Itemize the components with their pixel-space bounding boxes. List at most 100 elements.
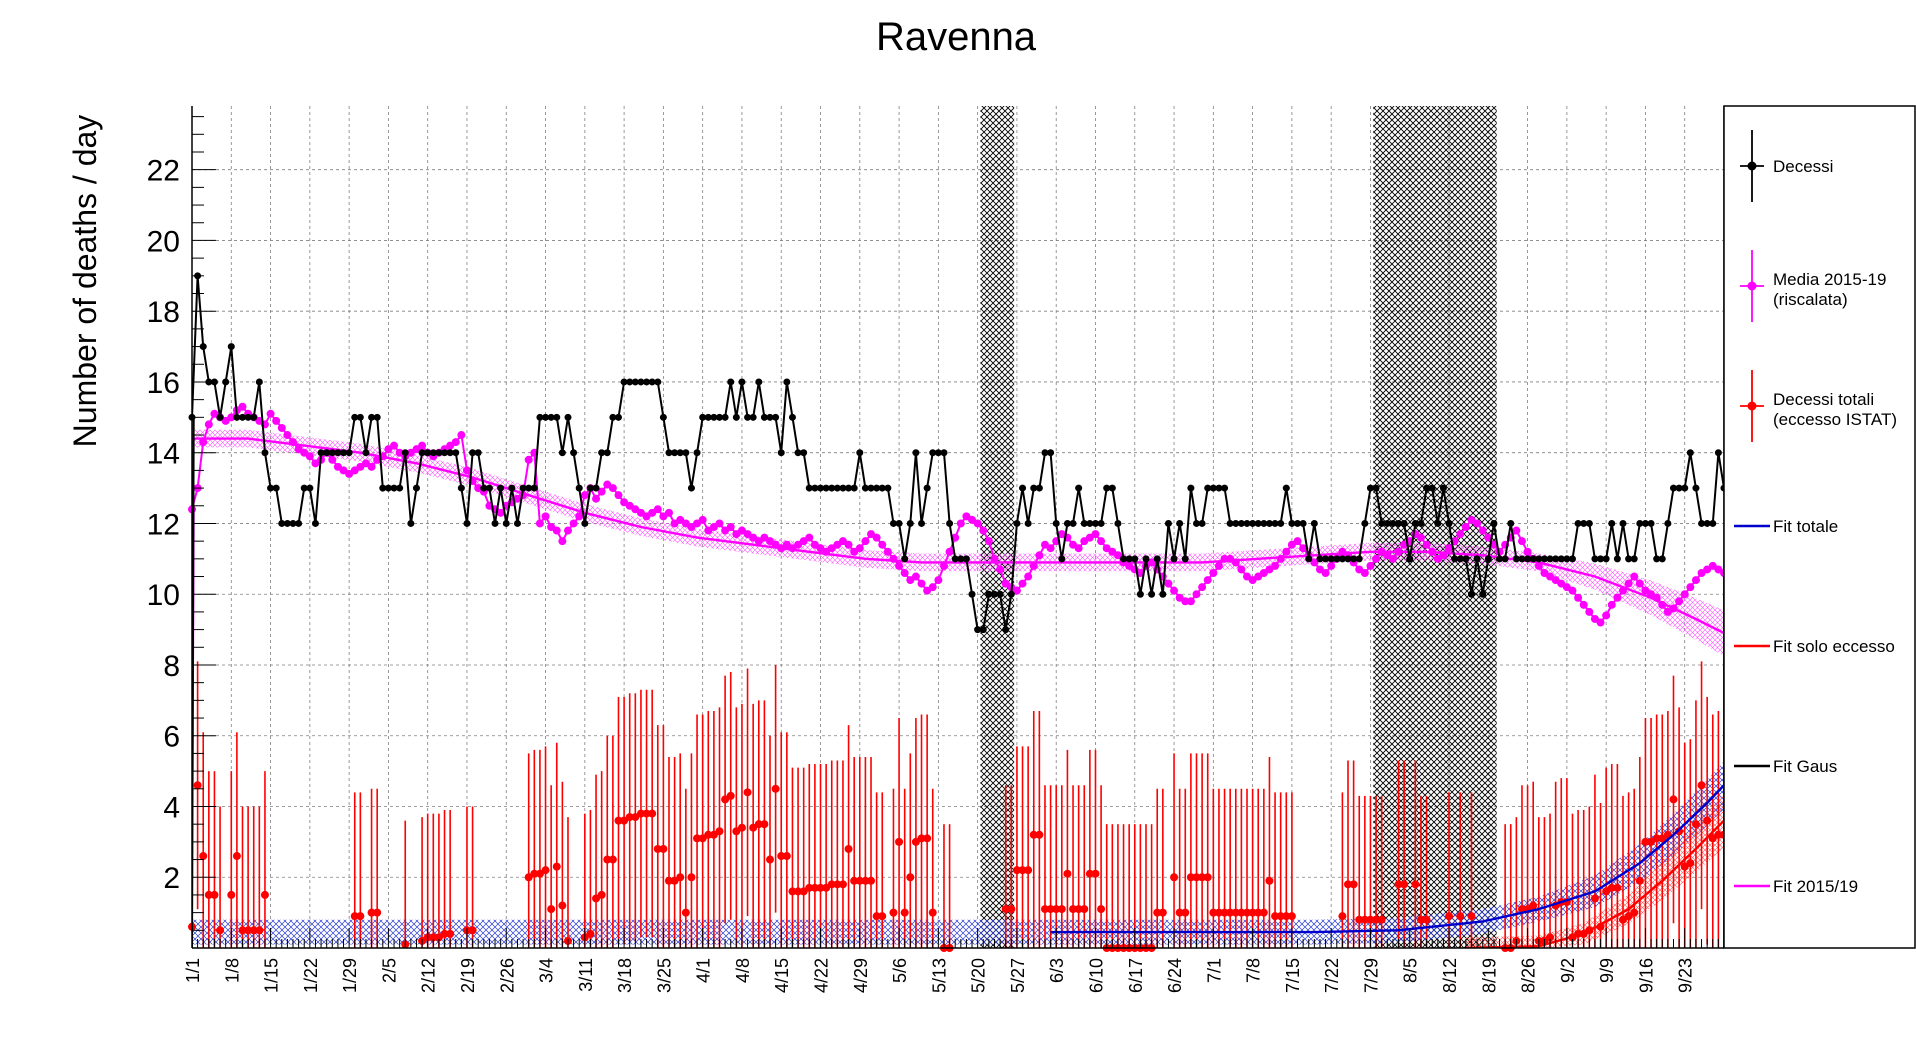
data-point (1523, 547, 1532, 556)
data-point (979, 526, 988, 535)
data-point (441, 449, 449, 457)
data-point (452, 449, 460, 457)
data-point (1653, 555, 1661, 563)
data-point (1153, 555, 1161, 563)
legend-label-line: (riscalata) (1773, 290, 1848, 309)
data-point (1259, 908, 1268, 917)
data-point (1007, 905, 1016, 914)
data-point (1012, 866, 1021, 875)
data-point (726, 523, 735, 531)
data-point (1456, 912, 1465, 921)
data-point (1276, 554, 1285, 563)
series-decessi (188, 272, 1762, 948)
data-point (614, 816, 623, 825)
data-point (1158, 908, 1167, 917)
data-point (1445, 519, 1453, 527)
x-tick-label: 3/25 (654, 958, 674, 993)
data-point (1214, 561, 1223, 570)
legend-marker (1747, 281, 1757, 291)
data-point (1608, 519, 1616, 527)
data-point (1299, 544, 1308, 553)
data-point (1658, 600, 1667, 609)
x-tick-label: 2/5 (379, 958, 399, 983)
data-point (855, 544, 864, 553)
data-point (491, 519, 499, 527)
data-point (457, 484, 465, 492)
data-point (1613, 555, 1621, 563)
data-point (900, 568, 909, 577)
data-point (1063, 519, 1071, 527)
data-point (1175, 908, 1184, 917)
data-point (580, 491, 589, 500)
data-point (1136, 590, 1144, 598)
data-point (586, 484, 594, 492)
data-point (878, 484, 886, 492)
data-point (1423, 484, 1431, 492)
data-point (255, 378, 263, 386)
data-point (524, 455, 533, 464)
data-point (839, 484, 847, 492)
x-tick-label: 1/8 (222, 958, 242, 983)
data-point (940, 449, 948, 457)
data-point (648, 378, 656, 386)
data-point (1282, 484, 1290, 492)
data-point (1012, 586, 1021, 595)
legend-label-line: Media 2015-19 (1773, 270, 1886, 289)
data-point (1249, 519, 1257, 527)
data-point (883, 547, 892, 556)
data-point (934, 449, 942, 457)
x-tick-label: 8/26 (1519, 958, 1539, 993)
data-point (990, 554, 999, 563)
data-point (1630, 572, 1639, 581)
data-point (328, 455, 337, 464)
data-point (1434, 519, 1442, 527)
data-point (923, 834, 932, 843)
data-point (1176, 519, 1184, 527)
data-point (1461, 523, 1470, 531)
data-point (1355, 555, 1363, 563)
data-point (1445, 912, 1454, 921)
data-point (429, 449, 437, 457)
data-point (1220, 554, 1229, 563)
data-point (244, 926, 253, 935)
data-point (1080, 905, 1089, 914)
data-point (390, 441, 399, 450)
x-tick-label: 3/11 (576, 958, 596, 992)
data-point (1585, 607, 1594, 616)
data-point (608, 484, 617, 493)
data-point (817, 484, 825, 492)
data-point (1630, 555, 1638, 563)
data-point (1501, 555, 1509, 563)
data-point (895, 837, 904, 846)
data-point (1148, 590, 1156, 598)
data-point (306, 484, 314, 492)
data-point (1416, 915, 1425, 924)
data-point (586, 929, 595, 938)
data-point (351, 413, 359, 421)
x-tick-label: 1/15 (262, 958, 282, 993)
data-point (597, 890, 606, 899)
data-point (1226, 519, 1234, 527)
data-point (1568, 586, 1577, 595)
data-point (295, 519, 303, 527)
data-point (1153, 908, 1162, 917)
x-tick-label: 7/15 (1283, 958, 1303, 993)
data-point (1293, 537, 1302, 546)
data-point (1597, 555, 1605, 563)
legend-marker (1747, 161, 1757, 171)
data-point (800, 449, 808, 457)
data-point (1624, 579, 1633, 588)
data-point (738, 378, 746, 386)
data-point (985, 590, 993, 598)
data-point (1641, 519, 1649, 527)
data-point (671, 449, 679, 457)
data-point (210, 890, 219, 899)
data-point (973, 519, 982, 528)
data-point (1322, 555, 1330, 563)
data-point (1035, 830, 1044, 839)
data-point (777, 852, 786, 861)
data-point (199, 852, 208, 861)
data-point (1114, 519, 1122, 527)
fit-totale-line (1050, 784, 1724, 934)
